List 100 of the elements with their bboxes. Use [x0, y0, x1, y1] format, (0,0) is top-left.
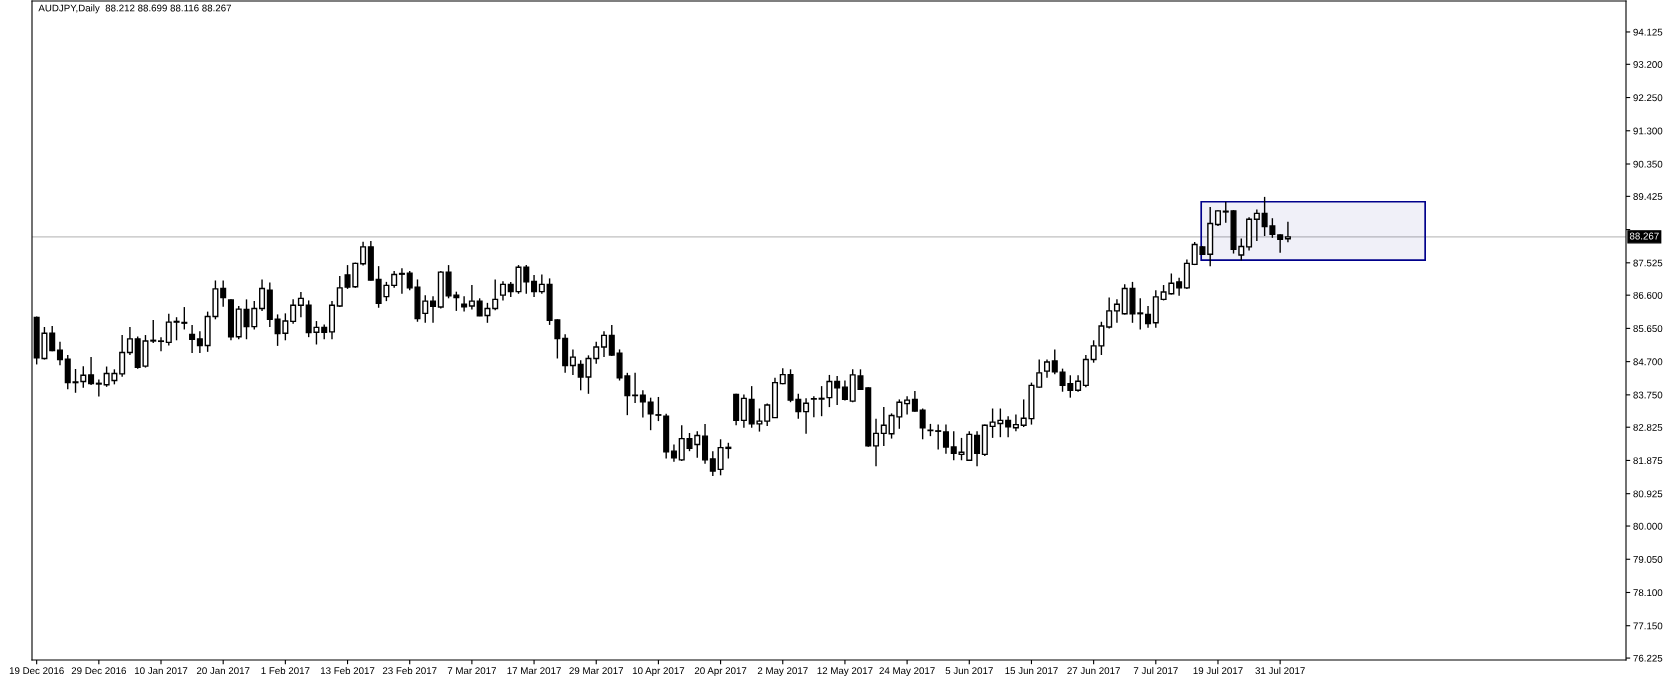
candlestick [1106, 296, 1113, 330]
x-tick-label: 7 Jul 2017 [1133, 666, 1178, 675]
y-tick-label: 81.875 [1633, 457, 1663, 465]
y-tick-label: 80.925 [1633, 490, 1663, 498]
candlestick [1005, 415, 1012, 438]
candlestick [499, 280, 506, 302]
y-tick-label: 90.350 [1633, 160, 1663, 168]
candlestick [935, 423, 942, 451]
candlestick [1113, 298, 1120, 324]
y-tick-label: 79.050 [1633, 556, 1663, 563]
candlestick [165, 313, 172, 347]
x-tick-label: 20 Apr 2017 [694, 667, 747, 677]
candlestick [1043, 358, 1051, 379]
x-tick-label: 5 Jun 2017 [945, 667, 993, 675]
candlestick [95, 378, 102, 398]
y-tick-label: 83.750 [1633, 391, 1663, 399]
candlestick [709, 450, 716, 477]
chart-title: AUDJPY,Daily 88.212 88.699 88.116 88.267 [38, 4, 232, 14]
x-tick-label: 7 Mar 2017 [447, 667, 496, 675]
x-tick-label: 10 Jan 2017 [135, 667, 188, 675]
candlestick [600, 330, 608, 358]
candlestick [911, 390, 918, 413]
candlestick [119, 334, 126, 378]
y-tick-label: 82.825 [1633, 423, 1663, 431]
x-tick-label: 13 Feb 2017 [320, 666, 375, 675]
candlestick [593, 340, 600, 365]
candlestick [803, 397, 810, 435]
x-tick-label: 10 Apr 2017 [632, 667, 685, 677]
y-tick-label: 77.150 [1633, 622, 1663, 630]
y-tick-label: 91.300 [1633, 127, 1663, 135]
y-tick-label: 78.100 [1633, 589, 1663, 597]
candlestick [608, 324, 615, 357]
candlestick [220, 279, 227, 308]
candlestick [974, 430, 981, 467]
candlestick [919, 407, 926, 440]
candlestick [259, 278, 266, 312]
candlestick [538, 273, 545, 295]
candlestick [56, 340, 64, 366]
candlestick [702, 423, 709, 465]
candlestick [531, 274, 538, 298]
x-tick-label: 12 May 2017 [817, 667, 873, 677]
candlestick [872, 417, 880, 467]
y-tick-label: 94.125 [1633, 28, 1663, 36]
x-tick-label: 19 Jul 2017 [1193, 666, 1243, 675]
y-tick-label: 93.200 [1633, 61, 1663, 68]
x-tick-label: 24 May 2017 [879, 667, 935, 677]
x-tick-label: 20 Jan 2017 [196, 667, 250, 675]
candlestick [126, 326, 133, 356]
candlestick [834, 375, 841, 406]
candlestick [360, 240, 367, 267]
candlestick [196, 330, 203, 354]
candlestick [569, 348, 576, 376]
candlestick [297, 291, 304, 318]
candlestick [1145, 305, 1152, 329]
x-tick-label: 23 Feb 2017 [382, 666, 437, 675]
y-tick-label: 84.700 [1633, 358, 1663, 366]
y-tick-label: 89.425 [1633, 193, 1663, 200]
x-tick-label: 29 Dec 2016 [71, 667, 126, 675]
y-tick-label: 76.225 [1633, 654, 1663, 662]
candlestick [336, 275, 343, 308]
candlestick [818, 385, 825, 417]
candlestick [1012, 413, 1019, 432]
candlestick [1036, 358, 1043, 389]
x-tick-label: 2 May 2017 [757, 667, 808, 677]
candlestick [880, 406, 887, 447]
candlestick [655, 396, 662, 422]
candlestick [150, 319, 157, 344]
y-tick-label: 80.000 [1633, 522, 1663, 530]
x-tick-label: 31 Jul 2017 [1255, 666, 1305, 675]
candlestick [904, 395, 911, 416]
x-tick-label: 29 Mar 2017 [569, 667, 624, 675]
candlestick [157, 336, 165, 352]
candlestick [942, 423, 949, 455]
ref-line-label: 88.267 [1629, 232, 1659, 240]
x-tick-label: 19 Dec 2016 [9, 667, 64, 675]
y-tick-label: 92.250 [1633, 94, 1663, 102]
y-tick-label: 85.650 [1633, 325, 1663, 333]
candlestick [826, 374, 833, 408]
candlestick [398, 267, 405, 295]
x-tick-label: 1 Feb 2017 [261, 666, 310, 675]
candlestick [88, 356, 95, 386]
candlestick [429, 295, 437, 324]
x-tick-label: 27 Jun 2017 [1067, 667, 1120, 675]
y-tick-label: 87.525 [1633, 259, 1663, 267]
y-tick-label: 86.600 [1633, 291, 1663, 299]
candlestick [740, 393, 747, 429]
candlestick [492, 278, 499, 311]
candlestick [290, 298, 297, 325]
candlestick [1253, 208, 1260, 242]
candlestick [1176, 276, 1183, 297]
candlestick [189, 324, 196, 354]
candlestick [639, 389, 646, 419]
x-tick-label: 15 Jun 2017 [1005, 667, 1058, 675]
candlestick [647, 396, 654, 431]
candlestick [1284, 221, 1291, 243]
x-tick-label: 17 Mar 2017 [507, 667, 561, 675]
candlestick [1051, 348, 1058, 375]
candlestick [1277, 233, 1284, 254]
candlestick [468, 284, 475, 311]
candlestick [810, 395, 817, 418]
